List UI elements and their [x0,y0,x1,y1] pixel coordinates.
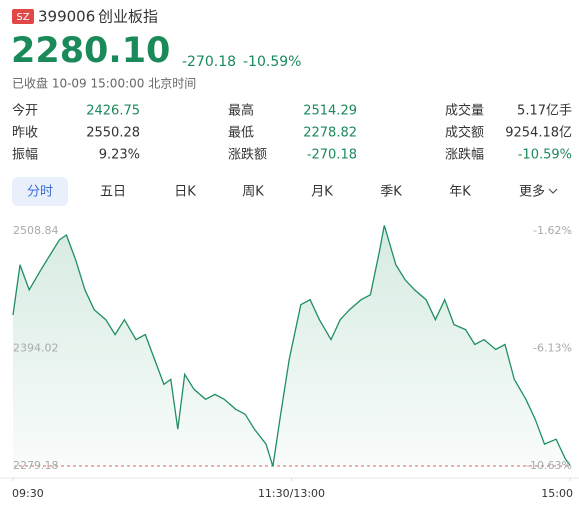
area-fill [13,225,570,467]
stat-label: 涨跌幅 [445,147,484,163]
y-tick-label: 2279.18 [13,459,59,472]
tab[interactable]: 分时 [27,185,53,200]
x-tick-label: 11:30/13:00 [258,487,325,500]
name: 创业板指 [98,8,158,26]
stat-value: 2278.82 [303,126,357,141]
badge-text: SZ [16,12,29,23]
change-pct: -10.59% [243,54,301,70]
x-tick-label: 09:30 [12,487,44,500]
price-line [12,225,571,467]
tab[interactable]: 月K [311,185,333,200]
stat-value: 5.17亿手 [517,104,572,119]
tab[interactable]: 季K [380,185,402,200]
stat-value: 2426.75 [86,104,140,119]
tab[interactable]: 周K [242,185,264,200]
stat-value: -10.59% [518,148,572,163]
change: -270.18 [182,54,236,70]
stat-value: 2550.28 [86,126,140,141]
stat-value: -270.18 [307,148,357,163]
code: 399006 [38,8,95,26]
y-tick-label: 2508.84 [13,224,59,237]
y-tick-label: 2394.02 [13,341,59,354]
y2-tick-label: -1.62% [533,224,572,237]
stat-value: 2514.29 [303,104,357,119]
stat-label: 今开 [12,103,38,119]
stat-label: 振幅 [12,148,38,163]
stat-label: 成交量 [445,103,484,119]
status: 已收盘 10-09 15:00:00 北京时间 [12,76,196,91]
tab[interactable]: 五日 [100,185,126,200]
stat-label: 昨收 [12,126,38,141]
stat-value: 9254.18亿 [505,126,572,141]
stat-label: 最高 [228,103,254,119]
y2-tick-label: -10.63% [526,459,572,472]
stat-label: 涨跌额 [228,147,267,163]
x-tick-label: 15:00 [541,487,573,500]
y2-tick-label: -6.13% [533,342,572,355]
stat-label: 成交额 [445,125,484,141]
chevron [548,188,558,194]
badge [12,9,34,24]
stat-value: 9.23% [99,148,140,163]
tab[interactable]: 年K [449,185,471,200]
tab[interactable]: 日K [174,185,196,200]
stat-label: 最低 [228,126,254,141]
price: 2280.10 [11,31,170,71]
tab[interactable]: 更多 [519,184,545,200]
active-tab-bg [12,177,68,206]
